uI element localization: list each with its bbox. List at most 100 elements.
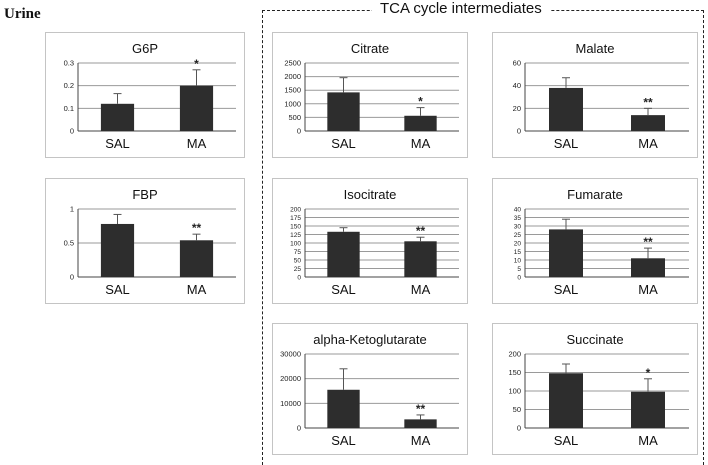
bar-sal [327,389,360,428]
y-tick-label: 0 [517,127,521,136]
bar-ma [404,241,437,277]
bar-sal [327,92,360,131]
y-tick-label: 0 [297,424,301,433]
significance-marker: ** [643,95,653,109]
bar-ma [179,85,214,131]
bar-ma [404,115,437,131]
chart-svg-g6p: 0 0.1 0.2 0.3 SAL MA * [64,57,236,151]
y-tick-label: 20 [513,104,521,113]
significance-marker: * [418,95,423,109]
y-tick-label: 40 [513,81,521,90]
y-tick-label: 0 [70,127,74,136]
y-tick-label: 0 [517,424,521,433]
x-tick-label: MA [411,433,431,448]
y-tick-label: 500 [288,113,301,122]
chart-svg-malate: 0 20 40 60 SAL MA ** [513,59,689,151]
significance-marker: * [194,57,199,71]
y-tick-label: 150 [508,368,521,377]
y-tick-label: 75 [294,249,302,256]
y-tick-label: 0.3 [64,59,74,68]
x-tick-label: SAL [331,136,356,151]
chart-title-fumarate: Fumarate [567,187,623,202]
chart-title-malate: Malate [575,41,615,56]
y-tick-label: 175 [290,215,301,222]
bar-ma [631,115,665,131]
significance-marker: ** [416,224,426,238]
chart-title-isocitrate: Isocitrate [343,187,397,202]
y-tick-label: 0 [297,275,301,282]
x-tick-label: SAL [554,136,579,151]
y-tick-label: 2500 [284,59,301,68]
x-tick-label: SAL [331,282,356,297]
y-tick-label: 25 [294,266,302,273]
chart-title-succinate: Succinate [566,332,624,347]
x-tick-label: MA [638,136,658,151]
chart-title-g6p: G6P [131,41,158,56]
chart-panel-isocitrate: Isocitrate 0 25 50 75 100 125 150 175 200 SAL MA ** [272,178,468,304]
chart-title-fbp: FBP [132,187,158,202]
page-label: Urine [4,6,41,22]
y-tick-label: 60 [513,59,521,68]
bar-sal [100,103,135,131]
chart-svg-fbp: 0 0.5 1 SAL MA ** [64,205,236,297]
x-tick-label: MA [411,282,431,297]
bar-ma [404,419,437,428]
x-tick-label: SAL [105,136,130,151]
bar-sal [549,87,583,131]
y-tick-label: 1500 [284,86,301,95]
significance-marker: ** [416,402,426,416]
significance-marker: ** [643,235,653,249]
y-tick-label: 1000 [284,99,301,108]
chart-panel-malate: Malate 0 20 40 60 SAL MA ** [492,32,698,158]
chart-panel-citrate: Citrate 0 500 1000 1500 2000 2500 SAL MA * [272,32,468,158]
y-tick-label: 100 [290,241,301,248]
x-tick-label: SAL [554,282,579,297]
x-tick-label: SAL [331,433,356,448]
y-tick-label: 0.2 [64,81,74,90]
x-tick-label: SAL [554,433,579,448]
y-tick-label: 50 [513,405,521,414]
y-tick-label: 0.5 [64,239,74,248]
y-tick-label: 10000 [280,399,301,408]
chart-panel-fbp: FBP 0 0.5 1 SAL MA ** [45,178,245,304]
chart-svg-succinate: 0 50 100 150 200 SAL MA * [508,350,689,448]
y-tick-label: 100 [508,387,521,396]
y-tick-label: 0 [297,127,301,136]
y-tick-label: 20 [514,241,522,248]
bar-ma [631,258,665,277]
y-tick-label: 50 [294,258,302,265]
significance-marker: * [646,366,651,380]
chart-title-citrate: Citrate [350,41,390,56]
bar-sal [549,373,583,428]
y-tick-label: 15 [514,249,522,256]
y-tick-label: 5 [517,266,521,273]
x-tick-label: MA [638,282,658,297]
y-tick-label: 30000 [280,350,301,359]
y-tick-label: 125 [290,232,301,239]
chart-panel-fumarate: Fumarate 0 5 10 15 20 25 30 35 40 SAL MA ** [492,178,698,304]
chart-title-akg: alpha-Ketoglutarate [313,332,427,347]
x-tick-label: SAL [105,282,130,297]
y-tick-label: 0.1 [64,104,74,113]
y-tick-label: 20000 [280,374,301,383]
y-tick-label: 40 [514,207,522,214]
x-tick-label: MA [187,136,207,151]
y-tick-label: 2000 [284,72,301,81]
bar-ma [631,391,665,428]
significance-marker: ** [192,221,202,235]
tca-group-title: TCA cycle intermediates [372,0,550,18]
x-tick-label: MA [638,433,658,448]
y-tick-label: 200 [290,207,301,214]
y-tick-label: 0 [70,273,74,282]
y-tick-label: 25 [514,232,522,239]
bar-ma [179,240,214,277]
chart-panel-g6p: G6P 0 0.1 0.2 0.3 SAL MA * [45,32,245,158]
chart-svg-citrate: 0 500 1000 1500 2000 2500 SAL MA * [284,59,459,151]
chart-svg-akg: 0 10000 20000 30000 SAL MA ** [280,350,459,448]
bar-sal [327,231,360,277]
chart-panel-succinate: Succinate 0 50 100 150 200 SAL MA * [492,323,698,455]
x-tick-label: MA [411,136,431,151]
y-tick-label: 1 [70,205,74,214]
